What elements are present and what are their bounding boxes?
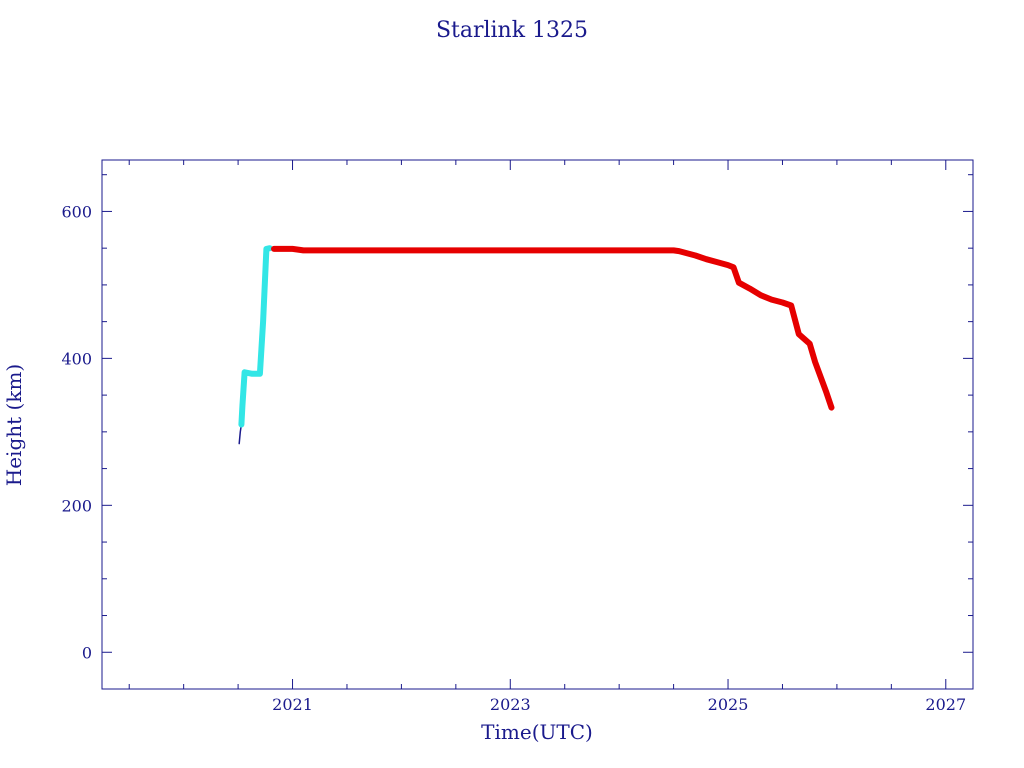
plot-frame	[101, 159, 974, 690]
y-tick-label: 600	[61, 202, 92, 221]
x-axis-label: Time(UTC)	[481, 720, 593, 744]
y-tick-label: 0	[82, 643, 92, 662]
x-tick-label: 2021	[272, 695, 313, 714]
series-line-1	[238, 245, 273, 428]
x-tick-label: 2025	[708, 695, 749, 714]
series-group	[238, 245, 835, 445]
x-tick-labels: 2021 2023 2025 2027	[272, 695, 966, 714]
y-axis-label: Height (km)	[2, 364, 26, 486]
x-tick-label: 2027	[925, 695, 966, 714]
series-line-2	[271, 245, 835, 411]
y-tick-label: 400	[61, 349, 92, 368]
tick-marks	[102, 160, 973, 690]
y-tick-labels: 0 200 400 600	[61, 202, 92, 662]
x-tick-label: 2023	[490, 695, 531, 714]
y-tick-label: 200	[61, 496, 92, 515]
chart-title: Starlink 1325	[436, 18, 588, 43]
